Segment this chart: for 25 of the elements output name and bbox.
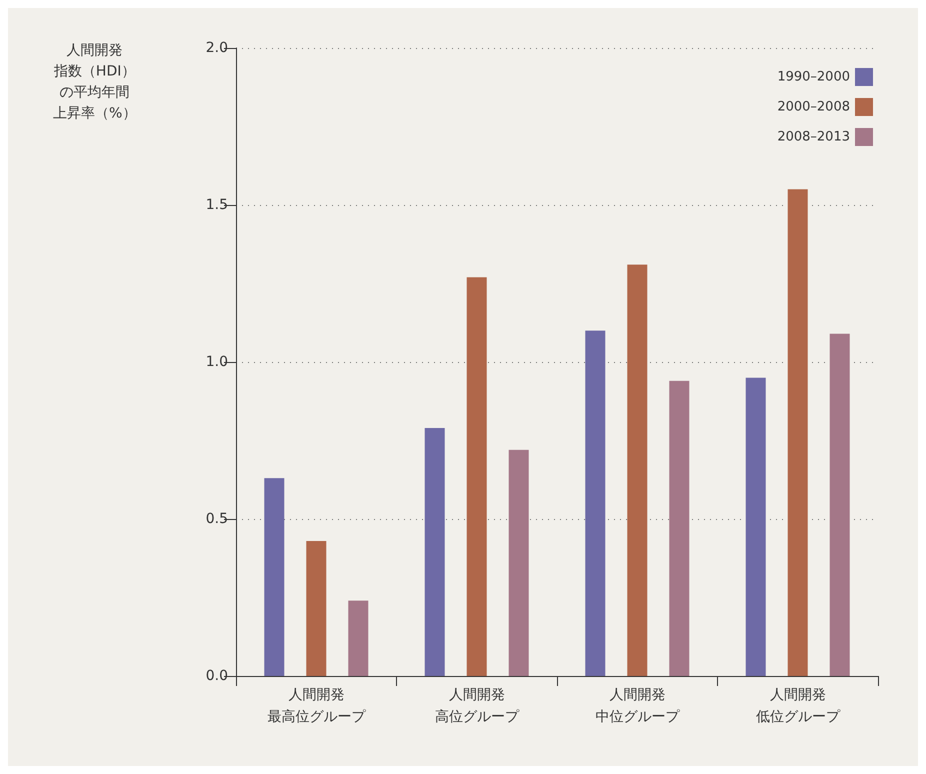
y-tick-label: 0.0 [206,668,228,684]
x-tick-label: 人間開発最高位グループ [267,687,366,725]
legend-label: 2000–2008 [777,100,850,114]
legend-label: 1990–2000 [777,70,850,84]
bar [466,277,487,676]
y-tick-label: 0.5 [206,511,228,527]
y-axis-title: 人間開発指数（HDI）の平均年間上昇率（%） [52,42,136,122]
bar [264,478,284,676]
bar [788,189,808,676]
x-tick-label: 人間開発高位グループ [434,687,520,725]
bar [746,378,766,676]
bar [348,600,368,676]
legend-label: 2008–2013 [777,130,850,144]
y-tick-label: 2.0 [206,40,228,56]
bar [830,334,850,676]
x-tick-label: 人間開発中位グループ [595,687,680,725]
bar [627,264,648,676]
x-tick-label: 人間開発低位グループ [756,687,841,725]
bar [669,380,690,676]
bar [306,540,326,676]
y-tick-label: 1.5 [206,197,228,213]
bar [424,428,445,676]
y-tick-label: 1.0 [206,354,228,370]
bar [508,450,529,676]
bar [585,330,606,676]
